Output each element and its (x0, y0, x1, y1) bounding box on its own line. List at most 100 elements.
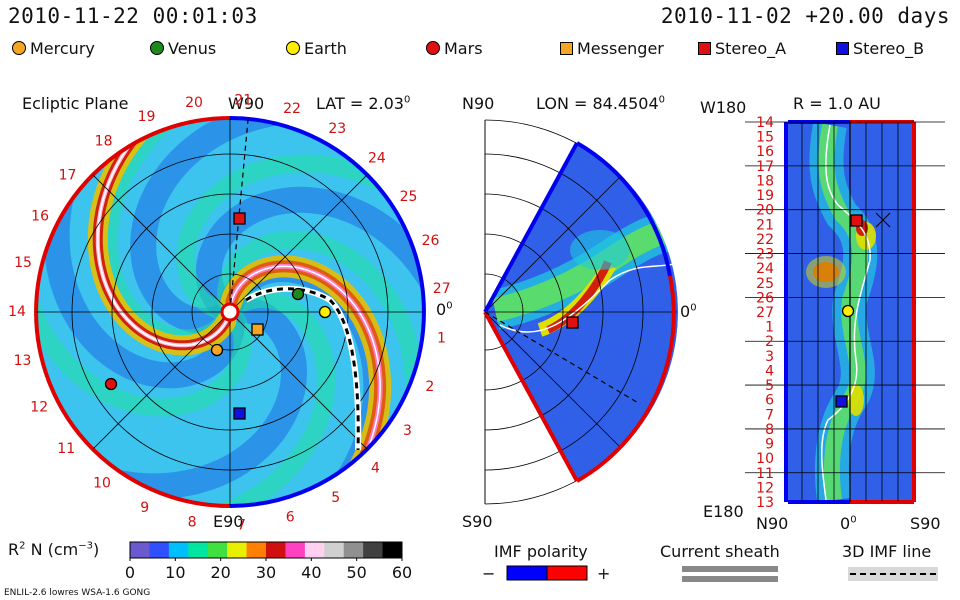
imf-negative-swatch (506, 565, 548, 581)
imf-polarity-title: IMF polarity (494, 542, 588, 561)
longitude-label: 25 (400, 189, 418, 205)
longitude-label: 6 (286, 509, 295, 525)
legend-label: Messenger (577, 38, 664, 58)
radial-stereo-a-marker (850, 214, 863, 227)
venus-marker (291, 287, 305, 301)
legend-label: Mars (444, 38, 483, 58)
circle-marker-icon (150, 41, 164, 55)
rotation-label: 19 (756, 188, 774, 204)
colorbar-tick-label: 20 (210, 563, 231, 582)
longitude-label: 3 (403, 423, 412, 439)
longitude-label: 1 (437, 331, 446, 347)
longitude-label: 18 (95, 134, 113, 150)
radial-axis-s90: S90 (910, 514, 941, 533)
legend-item-venus: Venus (150, 38, 216, 58)
mars-marker (104, 377, 118, 391)
rotation-label: 12 (756, 480, 774, 496)
rotation-label: 8 (765, 422, 774, 438)
longitude-label: 27 (433, 281, 451, 297)
rotation-label: 6 (765, 393, 774, 409)
rotation-label: 27 (756, 305, 774, 321)
longitude-label: 20 (185, 95, 203, 111)
rotation-label: 4 (765, 364, 774, 380)
meridional-panel (483, 119, 678, 505)
circle-marker-icon (12, 41, 26, 55)
longitude-label: 17 (59, 167, 77, 183)
longitude-label: 8 (188, 515, 197, 531)
rotation-label: 18 (756, 174, 774, 190)
colorbar-tick-label: 10 (165, 563, 186, 582)
radial-earth-marker (841, 304, 855, 318)
rotation-label: 13 (756, 495, 774, 511)
longitude-label: 24 (368, 151, 386, 167)
longitude-label: 5 (331, 490, 340, 506)
rotation-label: 26 (756, 290, 774, 306)
longitude-label: 2 (425, 379, 434, 395)
rotation-label: 15 (756, 130, 774, 146)
radial-panel: 1415161718192021222324252627123456789101… (745, 115, 945, 511)
rotation-label: 16 (756, 144, 774, 160)
meridional-top-label: N90 (462, 94, 495, 113)
circle-marker-icon (426, 41, 440, 55)
legend-label: Earth (304, 38, 347, 58)
ecliptic-bottom-label: E90 (213, 512, 244, 531)
imf3d-title: 3D IMF line (842, 542, 932, 561)
legend-item-earth: Earth (286, 38, 347, 58)
radial-axis-zero: 00 (840, 514, 857, 533)
rotation-label: 9 (765, 437, 774, 453)
longitude-label: 9 (140, 500, 149, 516)
ecliptic-right-label: 00 (436, 300, 453, 319)
radial-axis-n90: N90 (756, 514, 789, 533)
square-marker-icon (698, 41, 711, 55)
version-footer: ENLIL-2.6 lowres WSA-1.6 GONG (4, 588, 151, 598)
radial-bottom-left-label: E180 (703, 502, 744, 521)
rotation-label: 20 (756, 203, 774, 219)
legend-label: Stereo_A (715, 38, 787, 58)
imf-minus: − (482, 564, 496, 583)
imf-plus: + (597, 564, 611, 583)
colorbar-tick-label: 0 (124, 563, 136, 582)
longitude-label: 12 (30, 400, 48, 416)
legend-item-messenger: Messenger (560, 38, 664, 58)
legend-item-mercury: Mercury (12, 38, 95, 58)
longitude-label: 10 (93, 475, 111, 491)
meridional-bottom-label: S90 (462, 512, 493, 531)
ecliptic-title: Ecliptic Plane (22, 94, 129, 113)
longitude-label: 4 (371, 461, 380, 477)
rotation-label: 14 (756, 115, 774, 131)
stereo-b-marker (233, 407, 246, 420)
longitude-label: 16 (31, 209, 49, 225)
legend-label: Mercury (30, 38, 95, 58)
colorbar-tick-label: 30 (255, 563, 277, 582)
rotation-label: 17 (756, 159, 774, 175)
messenger-marker (251, 323, 264, 336)
rotation-label: 7 (765, 407, 774, 423)
mercury-marker (210, 343, 224, 357)
imf-positive-swatch (546, 565, 588, 581)
timestamp: 2010-11-22 00:01:03 (8, 4, 258, 28)
run-info: 2010-11-02 +20.00 days (660, 4, 950, 28)
radial-stereo-b-marker (835, 395, 848, 408)
lon-label: LON = 84.45040 (536, 94, 666, 113)
lat-label: LAT = 2.030 (316, 94, 411, 113)
rotation-label: 24 (756, 261, 774, 277)
colorbar-tick-label: 50 (346, 563, 367, 582)
rotation-label: 25 (756, 276, 774, 292)
longitude-label: 23 (328, 121, 346, 137)
meridional-stereo-a-marker (566, 316, 579, 329)
rotation-label: 10 (756, 451, 774, 467)
rotation-label: 5 (765, 378, 774, 394)
colorbar-label: R2 N (cm−3) (8, 540, 100, 559)
rotation-label: 3 (765, 349, 774, 365)
rotation-label: 11 (756, 466, 774, 482)
r-label: R = 1.0 AU (793, 94, 881, 113)
stereo-a-marker (233, 212, 246, 225)
legend-label: Stereo_B (853, 38, 925, 58)
rotation-label: 1 (765, 320, 774, 336)
legend-label: Venus (168, 38, 217, 58)
colorbar-tick-label: 40 (301, 563, 322, 582)
longitude-label: 22 (283, 101, 301, 117)
rotation-label: 22 (756, 232, 774, 248)
longitude-label: 14 (8, 304, 26, 320)
